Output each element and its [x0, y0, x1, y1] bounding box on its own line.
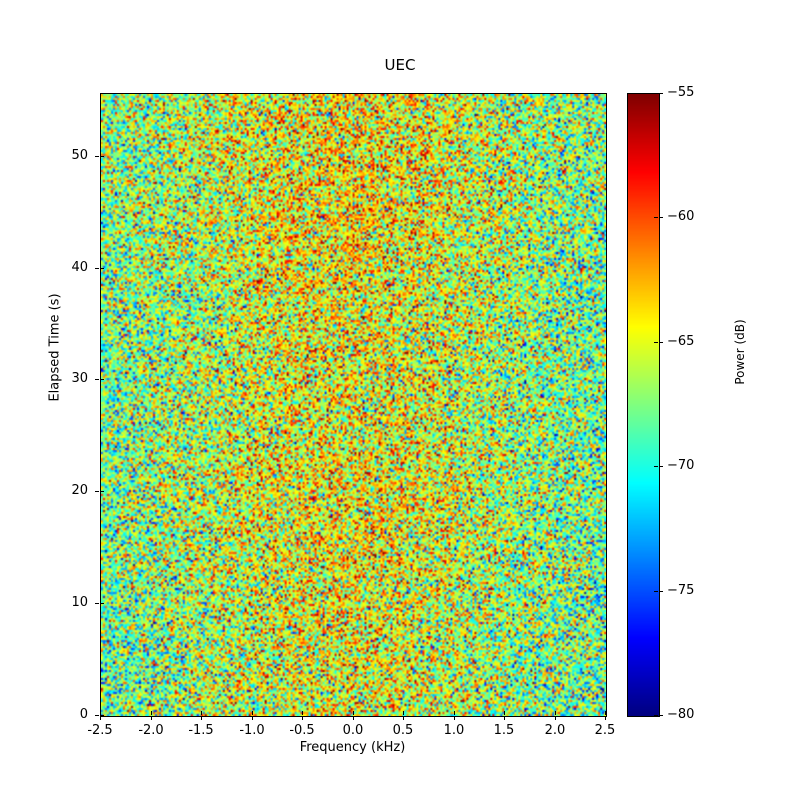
- x-tick-mark-inner: [504, 711, 505, 715]
- x-tick-label: -0.5: [289, 723, 315, 738]
- colorbar-tick-mark-inner: [654, 466, 658, 467]
- colorbar: [627, 93, 660, 717]
- x-tick-mark: [605, 716, 606, 720]
- y-tick-mark: [95, 379, 99, 380]
- colorbar-tick-label: −80: [667, 707, 695, 722]
- x-tick-mark-inner: [353, 711, 354, 715]
- y-tick-label: 20: [71, 483, 88, 498]
- x-tick-label: 1.0: [443, 723, 465, 738]
- x-tick-mark-inner: [605, 711, 606, 715]
- x-tick-mark-inner: [555, 711, 556, 715]
- x-tick-mark: [403, 716, 404, 720]
- y-tick-mark-inner: [100, 715, 104, 716]
- x-axis-label: Frequency (kHz): [299, 740, 406, 755]
- colorbar-tick-mark: [659, 342, 663, 343]
- colorbar-tick-mark-inner: [654, 342, 658, 343]
- y-tick-mark-inner: [100, 379, 104, 380]
- x-tick-mark-inner: [100, 711, 101, 715]
- y-tick-mark: [95, 268, 99, 269]
- spectrogram-plot-area: [100, 93, 607, 717]
- x-tick-mark: [454, 716, 455, 720]
- colorbar-gradient: [628, 94, 659, 716]
- x-tick-mark: [504, 716, 505, 720]
- station-title: UEC: [384, 56, 416, 74]
- x-tick-label: -1.0: [239, 723, 265, 738]
- x-tick-label: -2.0: [138, 723, 164, 738]
- y-tick-mark: [95, 156, 99, 157]
- x-tick-mark-inner: [252, 711, 253, 715]
- colorbar-tick-mark-inner: [654, 217, 658, 218]
- y-tick-label: 30: [71, 371, 88, 386]
- y-tick-mark: [95, 603, 99, 604]
- x-tick-mark-inner: [151, 711, 152, 715]
- colorbar-tick-mark-inner: [654, 93, 658, 94]
- x-tick-label: 1.5: [493, 723, 515, 738]
- x-tick-mark: [302, 716, 303, 720]
- colorbar-tick-mark: [659, 715, 663, 716]
- x-tick-mark: [100, 716, 101, 720]
- x-tick-mark: [555, 716, 556, 720]
- colorbar-tick-label: −65: [667, 334, 695, 349]
- x-tick-mark-inner: [454, 711, 455, 715]
- x-tick-label: 0.0: [342, 723, 364, 738]
- spectrogram-image: [101, 94, 606, 716]
- y-tick-mark-inner: [100, 603, 104, 604]
- y-tick-mark-inner: [100, 156, 104, 157]
- x-tick-mark: [151, 716, 152, 720]
- colorbar-tick-mark-inner: [654, 591, 658, 592]
- x-tick-mark-inner: [403, 711, 404, 715]
- y-tick-mark-inner: [100, 491, 104, 492]
- x-tick-mark-inner: [201, 711, 202, 715]
- x-tick-label: 2.0: [544, 723, 566, 738]
- y-tick-label: 0: [79, 707, 88, 722]
- x-tick-label: -1.5: [188, 723, 214, 738]
- x-tick-label: 0.5: [392, 723, 414, 738]
- x-tick-mark: [201, 716, 202, 720]
- x-tick-mark: [353, 716, 354, 720]
- y-tick-mark: [95, 491, 99, 492]
- colorbar-tick-mark: [659, 217, 663, 218]
- x-tick-label: -2.5: [87, 723, 113, 738]
- colorbar-tick-label: −75: [667, 583, 695, 598]
- x-tick-mark: [252, 716, 253, 720]
- colorbar-tick-mark: [659, 591, 663, 592]
- y-tick-label: 50: [71, 148, 88, 163]
- x-tick-mark-inner: [302, 711, 303, 715]
- x-tick-label: 2.5: [594, 723, 616, 738]
- colorbar-tick-label: −60: [667, 209, 695, 224]
- y-tick-mark: [95, 715, 99, 716]
- colorbar-tick-label: −55: [667, 85, 695, 100]
- colorbar-tick-mark: [659, 93, 663, 94]
- y-tick-label: 40: [71, 260, 88, 275]
- y-tick-label: 10: [71, 595, 88, 610]
- colorbar-tick-mark: [659, 466, 663, 467]
- colorbar-label: Power (dB): [733, 319, 747, 385]
- y-tick-mark-inner: [100, 268, 104, 269]
- y-axis-label: Elapsed Time (s): [47, 293, 63, 402]
- colorbar-tick-label: −70: [667, 458, 695, 473]
- colorbar-tick-mark-inner: [654, 715, 658, 716]
